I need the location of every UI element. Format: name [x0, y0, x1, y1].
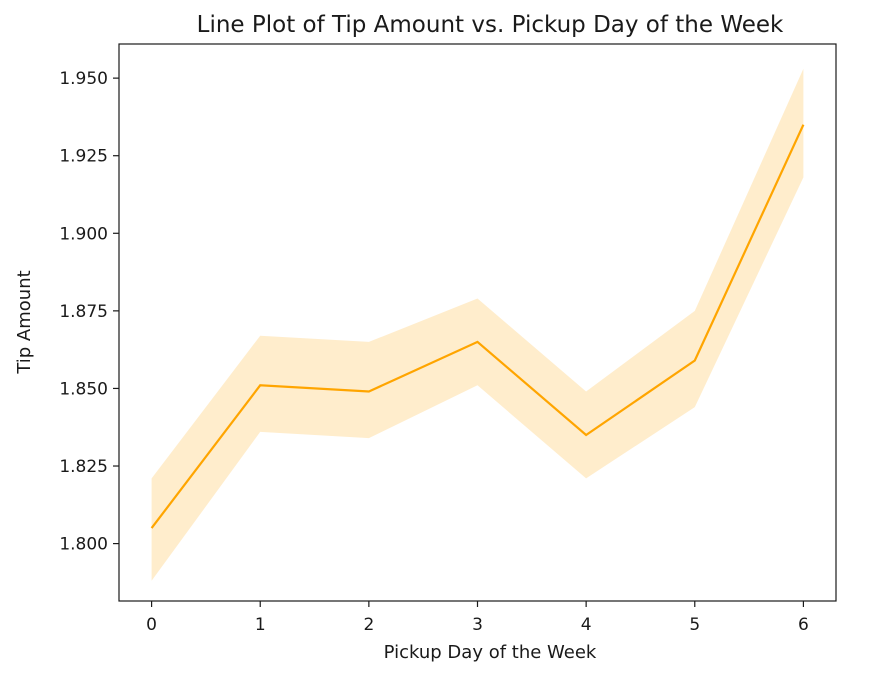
plot-area — [150, 68, 805, 581]
x-tick-label: 1 — [255, 615, 266, 635]
data-point — [476, 340, 480, 344]
x-tick-label: 4 — [581, 615, 592, 635]
x-tick-label: 2 — [363, 615, 374, 635]
x-tick-label: 6 — [798, 615, 809, 635]
data-point — [367, 390, 371, 394]
confidence-band — [151, 68, 804, 581]
x-tick-label: 5 — [689, 615, 700, 635]
data-point — [801, 123, 805, 127]
data-point — [150, 526, 154, 530]
x-tick-label: 0 — [146, 615, 157, 635]
y-tick-label: 1.875 — [59, 302, 108, 322]
x-tick-label: 3 — [472, 615, 483, 635]
chart-title: Line Plot of Tip Amount vs. Pickup Day o… — [197, 12, 784, 38]
y-tick-label: 1.850 — [59, 379, 108, 399]
y-tick-label: 1.800 — [59, 535, 108, 555]
x-axis: 0 1 2 3 4 5 6 — [146, 601, 809, 635]
y-tick-label: 1.900 — [59, 224, 108, 244]
y-axis: 1.800 1.825 1.850 1.875 1.900 1.925 1.950 — [59, 69, 119, 555]
data-point — [584, 433, 588, 437]
data-point — [693, 359, 697, 363]
y-axis-label: Tip Amount — [14, 270, 35, 374]
y-tick-label: 1.825 — [59, 457, 108, 477]
series-line — [150, 124, 805, 529]
x-axis-label: Pickup Day of the Week — [384, 642, 597, 663]
y-tick-label: 1.925 — [59, 147, 108, 167]
data-point — [258, 383, 262, 387]
y-tick-label: 1.950 — [59, 69, 108, 89]
